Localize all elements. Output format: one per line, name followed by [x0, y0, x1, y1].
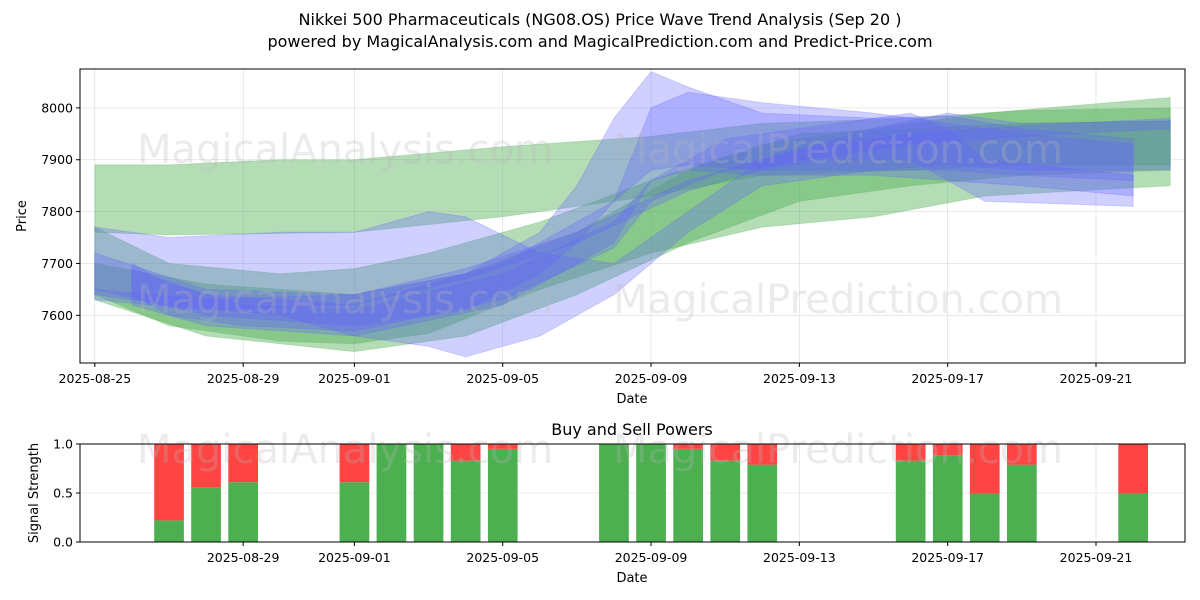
price-watermarks: MagicalAnalysis.com MagicalPrediction.co… — [137, 127, 1063, 323]
price-band-green-0 — [94, 107, 1171, 236]
signal-xtick-label: 2025-09-13 — [763, 550, 836, 565]
price-xtick-label: 2025-09-13 — [763, 371, 836, 386]
price-grid — [80, 69, 1185, 363]
price-bands — [94, 70, 1171, 358]
buy-bar — [228, 482, 258, 542]
price-ytick-label: 8000 — [41, 100, 73, 115]
sell-bar — [228, 444, 258, 483]
signal-ytick-label: 0.5 — [53, 486, 73, 501]
chart-title-line2: powered by MagicalAnalysis.com and Magic… — [267, 32, 932, 51]
price-band-green-1 — [94, 96, 1171, 345]
watermark-analysis-mid: MagicalAnalysis.com — [137, 277, 553, 323]
price-xtick-label: 2025-08-25 — [59, 371, 132, 386]
price-ytick-label: 7900 — [41, 152, 73, 167]
chart-title-line1: Nikkei 500 Pharmaceuticals (NG08.OS) Pri… — [299, 10, 902, 29]
price-axes-frame — [79, 68, 1186, 364]
buy-bar — [599, 444, 629, 542]
price-ytick-label: 7600 — [41, 308, 73, 323]
sell-bar — [154, 444, 184, 521]
signal-x-label: Date — [616, 571, 647, 586]
sell-bar — [487, 444, 518, 449]
sell-bar — [710, 444, 741, 461]
price-xtick-label: 2025-09-09 — [615, 371, 688, 386]
buy-bar — [1007, 464, 1037, 542]
watermark-analysis-top: MagicalAnalysis.com — [137, 127, 553, 173]
price-xtick-label: 2025-09-21 — [1060, 371, 1133, 386]
price-xtick-label: 2025-09-01 — [318, 371, 391, 386]
buy-bar — [747, 464, 778, 542]
signal-xtick-label: 2025-08-29 — [207, 550, 280, 565]
price-axis-ticks: 7600 7700 7800 7900 8000 2025-08-25 2025-08-29… — [41, 100, 1132, 386]
price-xtick-label: 2025-09-05 — [466, 371, 539, 386]
watermark-prediction-mid: MagicalPrediction.com — [613, 277, 1063, 323]
buy-bar — [969, 493, 1000, 542]
sell-bar — [747, 444, 778, 465]
signal-watermarks: MagicalAnalysis.com MagicalPrediction.co… — [137, 427, 1063, 473]
price-y-label: Price — [15, 200, 30, 232]
sell-bar — [1118, 444, 1148, 493]
sell-bar — [1007, 444, 1037, 465]
signal-xtick-label: 2025-09-17 — [911, 550, 984, 565]
buy-bar — [191, 487, 221, 542]
sell-bar — [673, 444, 703, 449]
price-band-green-2 — [94, 120, 1171, 353]
price-xtick-label: 2025-08-29 — [207, 371, 280, 386]
signal-bars — [154, 444, 1148, 542]
watermark-prediction-top: MagicalPrediction.com — [613, 127, 1063, 173]
signal-xtick-label: 2025-09-01 — [318, 550, 391, 565]
signal-xtick-label: 2025-09-05 — [466, 550, 539, 565]
buy-bar — [932, 455, 963, 542]
buy-bar — [413, 444, 444, 542]
signal-xtick-label: 2025-09-21 — [1060, 550, 1133, 565]
buy-bar — [487, 448, 518, 542]
signal-xtick-label: 2025-09-09 — [615, 550, 688, 565]
signal-axis-ticks: 0.0 0.5 1.0 2025-08-29 2025-09-01 2025-09-05 2… — [53, 437, 1132, 566]
price-band-blue-7 — [94, 117, 1171, 311]
buy-bar — [154, 520, 184, 542]
buy-bar — [710, 460, 741, 542]
watermark-prediction-bottom: MagicalPrediction.com — [613, 427, 1063, 473]
price-band-blue-3 — [94, 112, 1171, 358]
buy-bar — [376, 444, 407, 542]
buy-bar — [1118, 493, 1148, 542]
buy-bar — [339, 482, 370, 542]
price-band-blue-4 — [94, 70, 1134, 327]
sell-bar — [191, 444, 221, 488]
signal-title: Buy and Sell Powers — [551, 420, 713, 439]
sell-bar — [969, 444, 1000, 493]
signal-ytick-label: 0.0 — [53, 535, 73, 550]
sell-bar — [895, 444, 926, 461]
price-ytick-label: 7800 — [41, 204, 73, 219]
price-x-label: Date — [616, 392, 647, 407]
buy-bar — [673, 448, 703, 542]
sell-bar — [339, 444, 370, 483]
buy-bar — [636, 444, 666, 542]
sell-bar — [450, 444, 481, 461]
price-ytick-label: 7700 — [41, 256, 73, 271]
buy-bar — [450, 460, 481, 542]
price-band-blue-5 — [131, 91, 1134, 337]
price-band-blue-6 — [131, 112, 1134, 332]
signal-ytick-label: 1.0 — [53, 437, 73, 452]
sell-bar — [932, 444, 963, 456]
signal-y-label: Signal Strength — [27, 443, 42, 543]
buy-bar — [895, 460, 926, 542]
price-xtick-label: 2025-09-17 — [911, 371, 984, 386]
watermark-analysis-bottom: MagicalAnalysis.com — [137, 427, 553, 473]
